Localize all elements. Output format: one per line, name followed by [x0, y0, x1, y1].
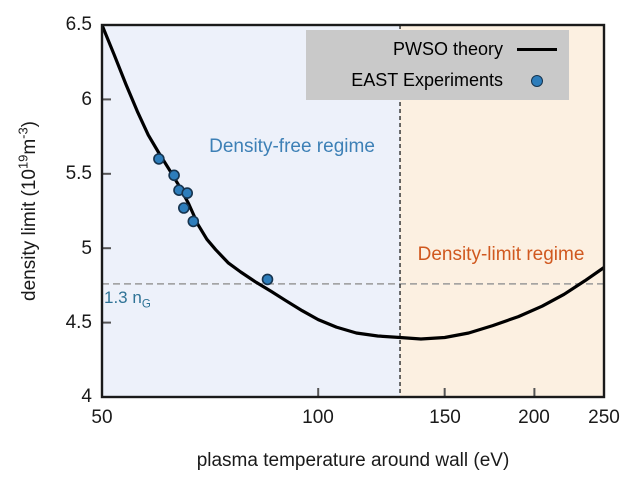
east-experiment-points: [153, 153, 274, 286]
legend: PWSO theory EAST Experiments: [306, 30, 569, 100]
x-tick-label: 50: [91, 407, 113, 428]
density-limit-regime-label: Density-limit regime: [417, 244, 585, 265]
greenwald-fraction-label: 1.3 nG: [104, 288, 151, 311]
legend-entry-pwso-theory: PWSO theory: [306, 36, 557, 63]
reference-dashed-lines: [102, 25, 604, 397]
density-free-regime-label: Density-free regime: [209, 136, 375, 157]
y-tick-label: 4: [81, 386, 92, 407]
y-tick-label: 4.5: [65, 312, 92, 333]
legend-label: EAST Experiments: [351, 70, 503, 90]
axis-ticks: [102, 98, 536, 397]
y-tick-label: 5.5: [65, 163, 92, 184]
dot-sample-icon: [531, 74, 543, 87]
x-axis-title: plasma temperature around wall (eV): [196, 450, 510, 471]
legend-entry-east-experiments: EAST Experiments: [306, 67, 557, 94]
y-tick-label: 5: [81, 238, 92, 259]
y-tick-label: 6.5: [65, 14, 92, 35]
legend-label: PWSO theory: [392, 39, 503, 59]
x-tick-label: 250: [588, 407, 620, 428]
x-tick-label: 200: [518, 407, 550, 428]
x-tick-label: 100: [302, 407, 334, 428]
line-sample-icon: [517, 48, 557, 51]
x-tick-label: 150: [429, 407, 461, 428]
plot-frame: [100, 23, 606, 399]
y-axis-title: density limit (1019m-3): [15, 121, 40, 301]
y-tick-label: 6: [81, 89, 92, 110]
